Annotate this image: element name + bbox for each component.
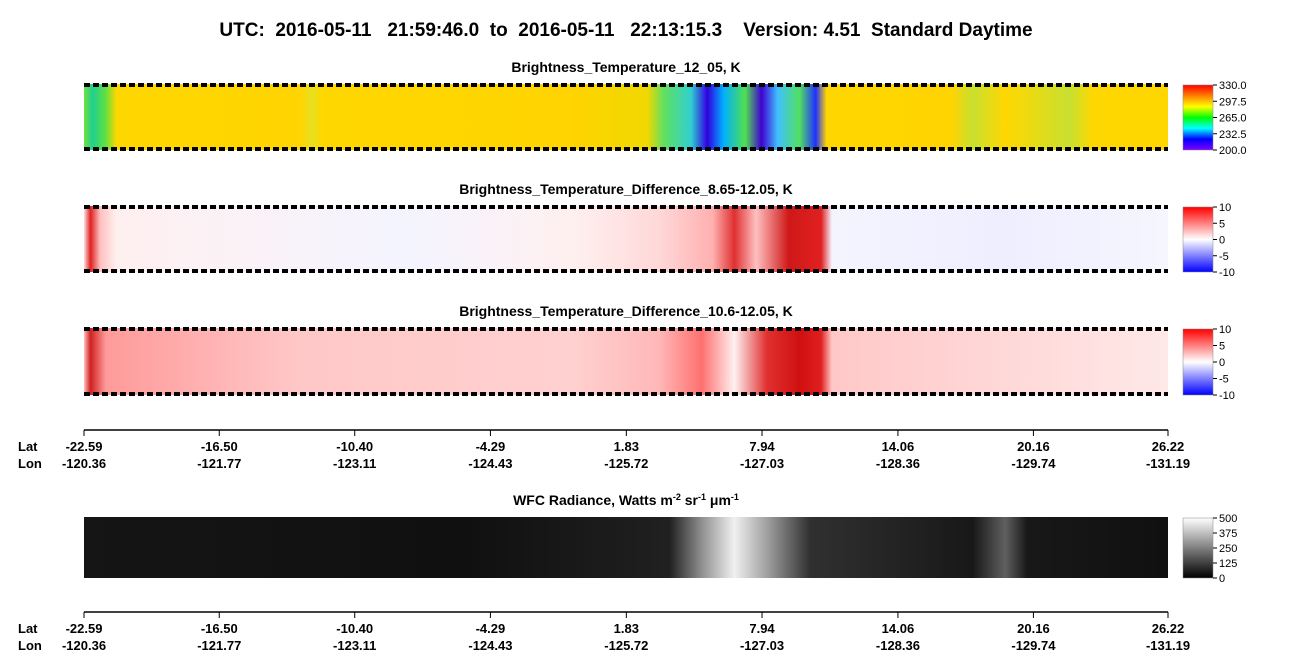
x-tick-label: -16.50 — [201, 439, 238, 454]
x-tick-label-lon: -128.36 — [876, 456, 920, 471]
colorbar-tick-label: 125 — [1219, 558, 1237, 570]
colorbar — [1182, 328, 1214, 396]
colorbar-tick-label: 265.0 — [1219, 113, 1247, 125]
x-tick-label-lon: -121.77 — [197, 638, 241, 653]
x-tick-label-lon: -128.36 — [876, 638, 920, 653]
x-tick-label: 26.22 — [1152, 439, 1185, 454]
colorbar-tick-label: 10 — [1219, 324, 1231, 336]
colorbar-tick-label: 330.0 — [1219, 80, 1247, 92]
x-tick-label: 1.83 — [614, 621, 639, 636]
colorbar-tick-label: 5 — [1219, 218, 1225, 230]
colorbar — [1182, 84, 1214, 151]
x-tick-label-lon: -120.36 — [62, 638, 106, 653]
x-tick-label-lon: -129.74 — [1011, 638, 1056, 653]
x-tick-label: -4.29 — [476, 439, 506, 454]
panel-title: WFC Radiance, Watts m-2 sr-1 μm-1 — [513, 492, 739, 508]
x-tick-label-lon: -127.03 — [740, 638, 784, 653]
panel-title: Brightness_Temperature_12_05, K — [511, 59, 740, 75]
title-part: -2 — [673, 492, 681, 502]
x-tick-label: 7.94 — [749, 621, 775, 636]
x-tick-label: -10.40 — [336, 621, 373, 636]
x-tick-label: 14.06 — [882, 621, 915, 636]
colorbar-tick-label: 200.0 — [1219, 145, 1247, 157]
x-tick-label: -10.40 — [336, 439, 373, 454]
x-row-label: Lon — [18, 456, 42, 471]
colorbar-tick-label: 297.5 — [1219, 96, 1247, 108]
colorbar-tick-label: -5 — [1219, 374, 1229, 386]
colorbar-tick-label: 232.5 — [1219, 129, 1247, 141]
x-tick-label-lon: -125.72 — [604, 456, 648, 471]
x-tick-label: -4.29 — [476, 621, 506, 636]
panel-title: Brightness_Temperature_Difference_10.6-1… — [459, 303, 793, 319]
scan-border — [84, 83, 1168, 396]
x-tick-label-lon: -121.77 — [197, 456, 241, 471]
colorbar-tick-label: 375 — [1219, 528, 1237, 540]
colorbar-tick-label: 5 — [1219, 341, 1225, 353]
colorbar-tick-label: 0 — [1219, 235, 1225, 247]
x-row-label: Lon — [18, 638, 42, 653]
x-tick-label: 7.94 — [749, 439, 775, 454]
x-tick-label-lon: -127.03 — [740, 456, 784, 471]
colorbar — [1182, 206, 1214, 273]
x-tick-label-lon: -129.74 — [1011, 456, 1056, 471]
image-strip — [84, 84, 1168, 150]
title-part: -1 — [698, 492, 706, 502]
colorbar-tick-label: -10 — [1219, 390, 1235, 402]
colorbar-tick-label: 250 — [1219, 543, 1237, 555]
page-title: UTC: 2016-05-11 21:59:46.0 to 2016-05-11… — [219, 20, 1032, 41]
x-tick-label-lon: -125.72 — [604, 638, 648, 653]
x-tick-label: -16.50 — [201, 621, 238, 636]
colorbar-tick-label: 10 — [1219, 202, 1231, 214]
x-tick-label-lon: -124.43 — [468, 456, 512, 471]
x-tick-label-lon: -131.19 — [1146, 456, 1190, 471]
x-tick-label: 1.83 — [614, 439, 639, 454]
x-tick-label-lon: -131.19 — [1146, 638, 1190, 653]
colorbar — [1182, 517, 1214, 579]
panel-title: Brightness_Temperature_Difference_8.65-1… — [459, 181, 793, 197]
x-row-label: Lat — [18, 621, 38, 636]
x-tick-label-lon: -123.11 — [333, 456, 376, 471]
x-tick-label-lon: -123.11 — [333, 638, 376, 653]
title-part: μm — [706, 492, 731, 508]
x-tick-label: 20.16 — [1017, 439, 1050, 454]
image-strip — [84, 206, 1168, 272]
title-part: -1 — [731, 492, 739, 502]
x-row-label: Lat — [18, 439, 38, 454]
x-tick-label-lon: -124.43 — [468, 638, 512, 653]
image-strip — [84, 328, 1168, 395]
x-tick-label: 20.16 — [1017, 621, 1050, 636]
x-tick-label-lon: -120.36 — [62, 456, 106, 471]
colorbar-tick-label: 500 — [1219, 513, 1237, 525]
colorbar-tick-label: 0 — [1219, 573, 1225, 585]
colorbar-tick-label: 0 — [1219, 357, 1225, 369]
x-tick-label: -22.59 — [66, 621, 103, 636]
x-tick-label: -22.59 — [66, 439, 103, 454]
colorbar-tick-label: -10 — [1219, 267, 1235, 279]
title-part: sr — [681, 492, 699, 508]
x-tick-label: 26.22 — [1152, 621, 1185, 636]
colorbar-tick-label: -5 — [1219, 251, 1229, 263]
image-strip — [84, 517, 1168, 578]
title-part: WFC Radiance, Watts m — [513, 492, 673, 508]
x-tick-label: 14.06 — [882, 439, 915, 454]
